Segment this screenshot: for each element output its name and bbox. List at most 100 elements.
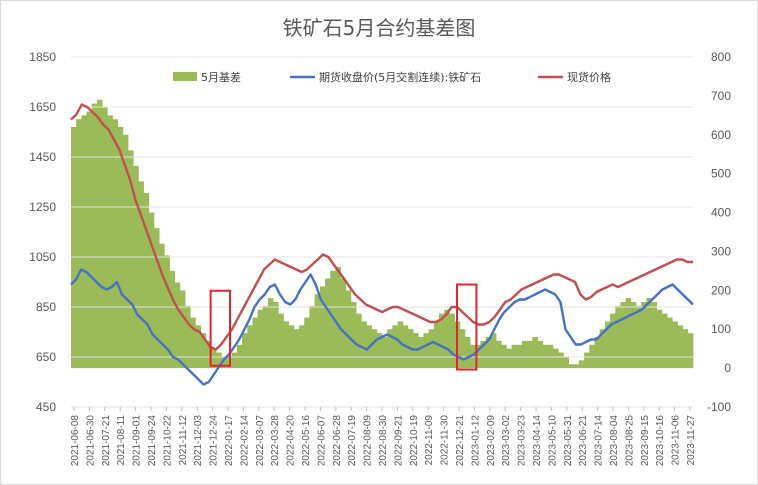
x-tick-label: 2021-11-12 [178,415,189,466]
basis-bar [356,313,362,369]
basis-bar [195,325,201,369]
basis-bar [578,360,585,369]
basis-bar [459,329,466,369]
basis-bar [661,313,668,369]
basis-bar [620,302,627,369]
basis-bar [604,321,611,369]
basis-bar [573,364,580,369]
basis-bar [672,321,678,369]
basis-bar [677,325,684,369]
basis-bar [247,325,253,369]
basis-bar [200,333,207,369]
basis-bar [143,193,150,369]
basis-bar [594,337,601,369]
x-tick-label: 2023-05-31 [563,415,574,467]
basis-bar [71,127,77,369]
basis-bar [625,298,632,369]
x-tick-label: 2022-07-19 [347,415,358,467]
y-left-tick-label: 1850 [29,50,56,64]
x-tick-label: 2021-09-24 [147,415,158,467]
legend-label-basis: 5月基差 [201,70,241,84]
x-tick-label: 2023-08-04 [609,415,620,467]
basis-bar [687,333,694,369]
x-tick-label: 2023-03-02 [501,415,512,467]
x-tick-label: 2023-07-14 [594,415,605,467]
y-left-tick-label: 1250 [29,200,56,214]
basis-bar [615,305,621,369]
basis-bar [174,282,181,369]
x-tick-label: 2023-11-27 [686,415,697,466]
basis-bar [288,325,295,369]
basis-bar [423,333,430,369]
basis-bar [506,348,512,369]
basis-bar [496,340,502,369]
basis-bar [449,313,455,369]
x-tick-label: 2022-06-28 [332,415,343,467]
basis-bar [667,317,673,369]
basis-bar [107,115,113,369]
basis-bar [205,340,212,369]
basis-bar [635,305,642,369]
x-tick-label: 2022-11-09 [424,415,435,466]
y-right-tick-label: 500 [711,167,731,181]
basis-bar [470,344,476,369]
basis-bar [382,337,388,369]
y-left-tick-label: 1650 [29,100,56,114]
futures-price-line [70,268,694,386]
basis-bar [262,305,269,369]
basis-bar [148,212,155,369]
basis-bar [485,337,492,369]
basis-bar [293,329,300,369]
y-right-tick-label: 400 [711,206,731,220]
basis-bars [71,99,694,369]
basis-bar [102,107,108,369]
basis-bar [299,325,305,369]
y-axis-right: -100 0 100 200 300 400 500 600 700 800 [707,50,731,414]
basis-bar [511,344,518,369]
basis-bar [397,321,404,369]
x-tick-label: 2023-10-16 [655,415,666,467]
basis-bar [589,344,595,369]
basis-bar [630,302,637,369]
legend: 5月基差 期货收盘价(5月交割连续):铁矿石 现货价格 [173,70,611,84]
basis-bar [91,103,98,369]
y-left-tick-label: 1050 [29,250,56,264]
basis-bar [516,344,523,369]
basis-bar [340,278,347,369]
x-tick-label: 2022-03-07 [255,415,266,467]
basis-bar [475,344,481,369]
basis-bar [376,333,383,369]
y-left-tick-label: 850 [36,300,56,314]
basis-bar [153,228,160,369]
basis-bar [273,302,279,369]
basis-bar [610,313,616,369]
x-tick-label: 2023-11-06 [671,415,682,466]
basis-bar [81,115,87,369]
basis-bar [117,127,124,369]
x-tick-label: 2021-06-30 [85,415,96,467]
basis-bar [480,340,487,369]
basis-bar [350,302,357,369]
x-tick-label: 2023-06-21 [578,415,589,467]
y-right-tick-label: 0 [724,361,731,375]
basis-bar [418,337,424,369]
x-tick-label: 2023-09-15 [640,415,651,467]
basis-bar [682,329,689,369]
basis-bar [210,348,217,369]
basis-bar [444,309,450,369]
legend-swatch-basis [173,72,197,81]
basis-bar [283,321,290,369]
x-tick-label: 2022-08-09 [363,415,374,467]
basis-bar [86,111,93,369]
x-tick-label: 2022-09-21 [393,415,404,467]
basis-bar [309,305,316,369]
y-left-tick-label: 1450 [29,150,56,164]
y-right-tick-label: -100 [707,400,731,414]
x-tick-label: 2022-01-17 [224,415,235,467]
basis-bar [439,313,445,369]
x-tick-label: 2022-12-21 [455,415,466,467]
basis-bar [646,298,652,369]
basis-bar [584,352,590,369]
basis-bar [319,286,326,369]
